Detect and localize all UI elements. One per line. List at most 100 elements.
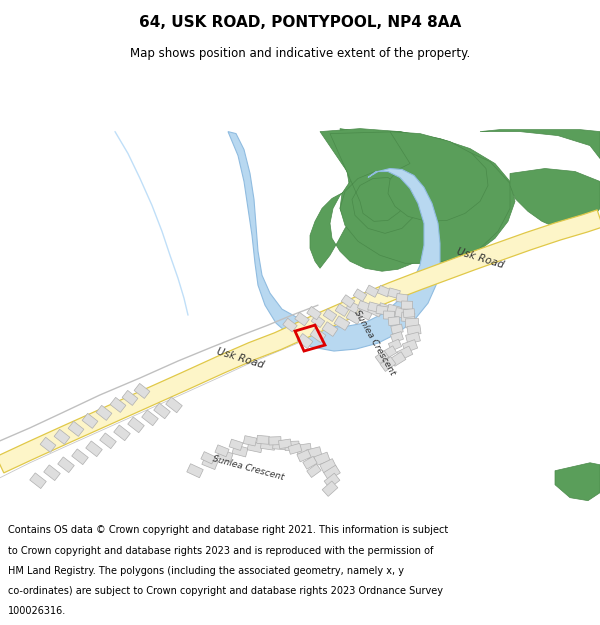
Polygon shape (323, 309, 337, 321)
Polygon shape (72, 449, 88, 464)
Polygon shape (320, 459, 336, 473)
Polygon shape (297, 334, 313, 349)
Polygon shape (311, 314, 325, 328)
Polygon shape (388, 317, 400, 326)
Polygon shape (269, 437, 281, 445)
Polygon shape (368, 302, 380, 312)
Polygon shape (229, 439, 243, 451)
Text: 100026316.: 100026316. (8, 606, 66, 616)
Polygon shape (365, 285, 379, 298)
Polygon shape (154, 403, 170, 419)
Polygon shape (295, 312, 309, 326)
Polygon shape (320, 129, 515, 263)
Polygon shape (307, 464, 321, 478)
Polygon shape (217, 449, 233, 462)
Polygon shape (303, 456, 317, 469)
Text: Contains OS data © Crown copyright and database right 2021. This information is : Contains OS data © Crown copyright and d… (8, 526, 448, 536)
Polygon shape (510, 169, 600, 228)
Polygon shape (377, 302, 392, 316)
Polygon shape (201, 452, 215, 464)
Polygon shape (397, 346, 413, 360)
Polygon shape (283, 318, 297, 332)
Polygon shape (187, 464, 203, 478)
Polygon shape (383, 311, 395, 319)
Polygon shape (386, 304, 401, 316)
Polygon shape (247, 441, 263, 452)
Polygon shape (314, 452, 330, 466)
Polygon shape (30, 473, 46, 489)
Polygon shape (380, 357, 396, 371)
Polygon shape (0, 210, 600, 473)
Polygon shape (403, 339, 418, 352)
Polygon shape (555, 462, 600, 501)
Polygon shape (353, 289, 367, 301)
Polygon shape (260, 439, 275, 450)
Polygon shape (323, 465, 340, 480)
Polygon shape (96, 406, 112, 421)
Polygon shape (232, 444, 248, 457)
Polygon shape (100, 433, 116, 449)
Polygon shape (334, 316, 350, 331)
Polygon shape (346, 301, 360, 313)
Polygon shape (391, 324, 403, 334)
Polygon shape (401, 301, 413, 309)
Polygon shape (358, 301, 371, 312)
Polygon shape (278, 439, 292, 449)
Polygon shape (272, 440, 287, 450)
Text: co-ordinates) are subject to Crown copyright and database rights 2023 Ordnance S: co-ordinates) are subject to Crown copyr… (8, 586, 443, 596)
Polygon shape (341, 295, 355, 308)
Polygon shape (288, 443, 302, 454)
Polygon shape (388, 132, 488, 221)
Polygon shape (391, 332, 403, 342)
Polygon shape (357, 306, 373, 320)
Polygon shape (403, 309, 415, 318)
Polygon shape (390, 352, 406, 366)
Text: Sunlea Crescent: Sunlea Crescent (211, 454, 285, 482)
Text: 64, USK ROAD, PONTYPOOL, NP4 8AA: 64, USK ROAD, PONTYPOOL, NP4 8AA (139, 14, 461, 29)
Polygon shape (346, 310, 362, 324)
Polygon shape (82, 413, 98, 428)
Polygon shape (322, 322, 338, 336)
Polygon shape (330, 132, 510, 263)
Polygon shape (44, 465, 60, 481)
Polygon shape (110, 398, 126, 412)
Polygon shape (401, 312, 415, 322)
Polygon shape (228, 132, 440, 351)
Polygon shape (310, 328, 326, 342)
Polygon shape (166, 397, 182, 412)
Polygon shape (285, 441, 299, 451)
Polygon shape (375, 351, 389, 364)
Polygon shape (68, 421, 84, 436)
Polygon shape (122, 391, 138, 406)
Polygon shape (306, 447, 322, 459)
Polygon shape (377, 286, 391, 297)
Text: HM Land Registry. The polygons (including the associated geometry, namely x, y: HM Land Registry. The polygons (includin… (8, 566, 404, 576)
Text: Usk Road: Usk Road (215, 346, 265, 370)
Polygon shape (142, 410, 158, 426)
Polygon shape (480, 129, 600, 159)
Polygon shape (40, 438, 56, 452)
Polygon shape (134, 383, 150, 399)
Polygon shape (54, 429, 70, 444)
Polygon shape (257, 436, 269, 444)
Polygon shape (114, 425, 130, 441)
Polygon shape (407, 325, 421, 336)
Polygon shape (296, 443, 311, 454)
Polygon shape (202, 456, 218, 469)
Polygon shape (58, 457, 74, 472)
Polygon shape (406, 318, 419, 328)
Text: Map shows position and indicative extent of the property.: Map shows position and indicative extent… (130, 47, 470, 59)
Polygon shape (388, 339, 401, 351)
Text: Sunlea Crescent: Sunlea Crescent (353, 309, 397, 378)
Polygon shape (86, 441, 102, 457)
Text: to Crown copyright and database rights 2023 and is reproduced with the permissio: to Crown copyright and database rights 2… (8, 546, 433, 556)
Polygon shape (297, 450, 311, 462)
Polygon shape (322, 481, 338, 496)
Polygon shape (128, 417, 144, 432)
Polygon shape (307, 306, 321, 320)
Polygon shape (324, 473, 340, 488)
Text: Usk Road: Usk Road (455, 246, 505, 270)
Polygon shape (215, 445, 229, 457)
Polygon shape (367, 303, 383, 317)
Polygon shape (310, 129, 498, 271)
